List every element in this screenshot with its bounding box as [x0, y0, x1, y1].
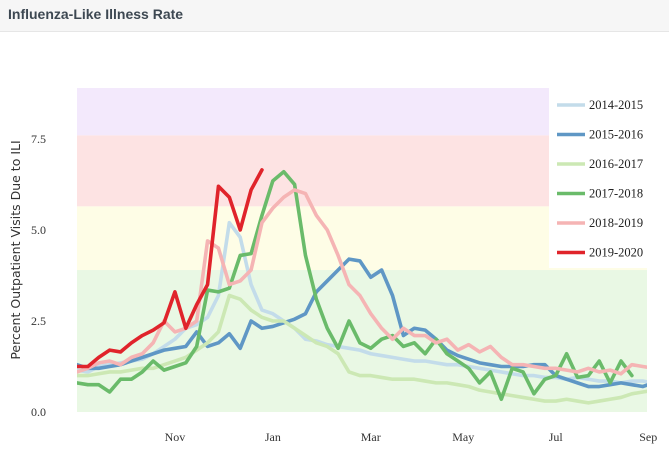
header-bar: Influenza-Like Illness Rate	[0, 0, 669, 32]
legend-label[interactable]: 2017-2018	[589, 187, 643, 201]
legend-label[interactable]: 2015-2016	[589, 128, 643, 142]
legend-label[interactable]: 2014-2015	[589, 98, 643, 112]
series-line-2017-2018	[77, 169, 634, 402]
series-line-2019-2020	[77, 168, 264, 369]
y-axis-ticks: 0.0 2.5 5.0 7.5	[31, 132, 46, 419]
y-tick-label: 2.5	[31, 314, 46, 328]
x-tick-label-jan: Jan	[265, 430, 281, 444]
legend-label[interactable]: 2018-2019	[589, 216, 643, 230]
band-0	[77, 270, 647, 412]
legend-label[interactable]: 2016-2017	[589, 157, 643, 171]
y-tick-label: 0.0	[31, 405, 46, 419]
series-lines	[77, 168, 647, 405]
x-tick-label-mar: Mar	[361, 430, 381, 444]
x-tick-label-sep: Sep	[639, 430, 657, 444]
x-tick-label-jul: Jul	[549, 430, 564, 444]
series-line-2016-2017	[77, 293, 647, 405]
x-tick-label-may: May	[452, 430, 474, 444]
series-line-2018-2019	[77, 188, 647, 376]
legend-label[interactable]: 2019-2020	[589, 246, 643, 260]
series-line-2015-2016	[77, 257, 647, 389]
page-title: Influenza-Like Illness Rate	[8, 6, 184, 22]
x-axis-ticks: Nov Jan Mar May Jul Sep	[165, 430, 658, 444]
y-axis-label: Percent Outpatient Visits Due to ILI	[8, 140, 23, 359]
legend: 2014-2015 2015-2016 2016-2017 2017-2018 2018…	[549, 88, 647, 268]
x-tick-label-nov: Nov	[165, 430, 186, 444]
y-tick-label: 5.0	[31, 223, 46, 237]
legend-box	[549, 88, 647, 268]
y-tick-label: 7.5	[31, 132, 46, 146]
